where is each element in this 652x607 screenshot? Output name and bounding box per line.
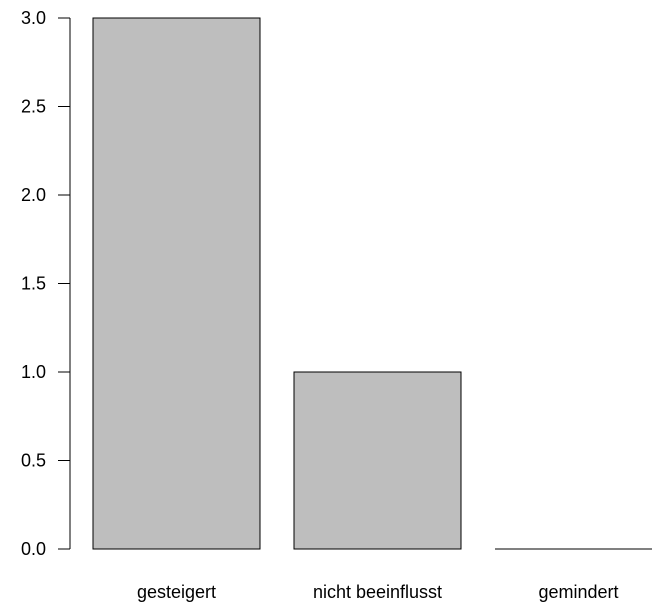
- y-tick-label: 0.0: [21, 539, 46, 559]
- bars: [92, 17, 652, 550]
- y-tick-label: 0.5: [21, 451, 46, 471]
- y-tick-label: 3.0: [21, 8, 46, 28]
- x-axis-labels: gesteigert nicht beeinflusst gemindert: [137, 582, 619, 602]
- bar-0: [92, 17, 261, 550]
- y-tick-label: 1.0: [21, 362, 46, 382]
- y-tick-label: 2.0: [21, 185, 46, 205]
- y-tick-label: 2.5: [21, 97, 46, 117]
- y-axis: 0.0 0.5 1.0 1.5 2.0 2.5 3.0: [21, 8, 71, 559]
- x-category-label: nicht beeinflusst: [313, 582, 442, 602]
- y-tick-label: 1.5: [21, 274, 46, 294]
- x-category-label: gesteigert: [137, 582, 216, 602]
- x-category-label: gemindert: [538, 582, 618, 602]
- bar-1: [293, 371, 462, 550]
